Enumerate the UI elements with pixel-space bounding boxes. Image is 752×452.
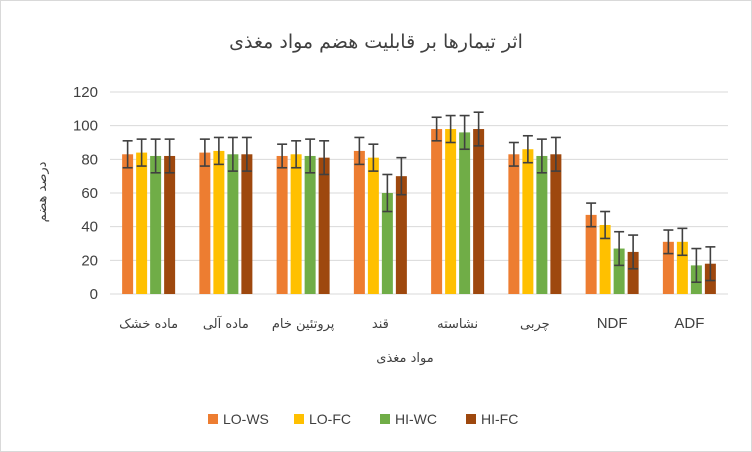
x-axis-categories: ماده خشک ماده آلی پروتئین خام قند نشاسته چربی… <box>119 315 704 332</box>
bar <box>522 149 534 294</box>
y-tick-label: 60 <box>81 185 98 202</box>
gridlines <box>110 91 728 295</box>
bar <box>213 150 225 294</box>
bar <box>662 241 674 294</box>
legend-label: HI-FC <box>481 411 518 427</box>
bar <box>276 155 288 294</box>
bar <box>536 155 548 294</box>
bar <box>585 214 597 294</box>
bar <box>164 155 176 294</box>
x-category-label: نشاسته <box>437 317 478 332</box>
bar <box>395 176 407 294</box>
bar <box>304 155 316 294</box>
x-category-label: ماده خشک <box>119 317 178 332</box>
x-category-label: ADF <box>674 315 704 332</box>
bar <box>508 154 520 294</box>
bar <box>459 132 471 294</box>
bar <box>136 152 148 294</box>
legend-label: LO-WS <box>223 411 269 427</box>
legend-swatch <box>466 414 476 424</box>
y-axis-title: درصد هضم <box>35 161 50 222</box>
y-tick-label: 40 <box>81 219 98 236</box>
legend-label: HI-WC <box>395 411 437 427</box>
x-axis-title: مواد مغذی <box>376 351 433 366</box>
x-category-label: پروتئین خام <box>272 317 335 332</box>
bar <box>241 154 253 294</box>
bar <box>550 154 562 294</box>
bar <box>227 154 239 294</box>
bar <box>199 152 211 294</box>
x-category-label: قند <box>372 317 389 332</box>
legend-swatch <box>380 414 390 424</box>
bar <box>599 224 611 294</box>
y-tick-label: 120 <box>73 84 98 101</box>
bar <box>353 150 365 294</box>
legend-label: LO-FC <box>309 411 351 427</box>
bar <box>676 241 688 294</box>
legend-swatch <box>294 414 304 424</box>
bar <box>150 155 162 294</box>
bar <box>627 251 639 294</box>
legend: LO-WS LO-FC HI-WC HI-FC <box>208 411 518 427</box>
x-category-label: چربی <box>520 317 550 332</box>
bar <box>290 154 302 294</box>
y-tick-label: 20 <box>81 252 98 269</box>
y-axis-ticks: 0 20 40 60 80 100 120 <box>73 84 98 303</box>
legend-swatch <box>208 414 218 424</box>
x-category-label: ماده آلی <box>203 315 249 332</box>
bar <box>473 129 485 294</box>
bar <box>431 129 443 294</box>
bar <box>122 154 134 294</box>
x-category-label: NDF <box>597 315 628 332</box>
error-bars <box>122 111 716 284</box>
bar <box>318 157 330 294</box>
y-tick-label: 100 <box>73 118 98 135</box>
bar <box>367 157 379 294</box>
y-tick-label: 80 <box>81 151 98 168</box>
chart-title: اثر تیمارها بر قابلیت هضم مواد مغذی <box>229 31 523 53</box>
bars <box>122 129 716 294</box>
bar <box>445 129 457 294</box>
bar <box>613 248 625 294</box>
bar <box>381 193 393 294</box>
y-tick-label: 0 <box>90 286 98 303</box>
